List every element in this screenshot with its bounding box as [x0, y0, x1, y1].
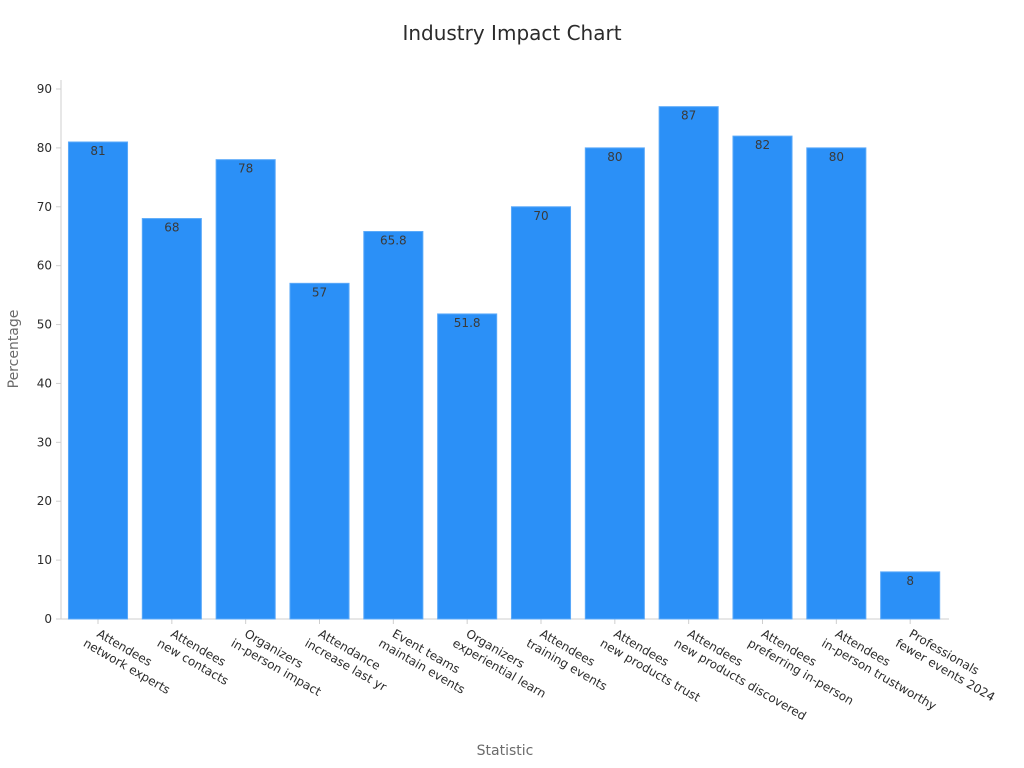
y-tick-label: 60 — [37, 259, 52, 273]
bar — [510, 206, 572, 620]
y-tick-label: 80 — [37, 141, 52, 155]
bar-value-label: 80 — [607, 150, 622, 164]
bar — [732, 135, 793, 620]
x-tick-label: Attendeesnew contacts — [155, 623, 239, 688]
bar — [437, 313, 498, 620]
y-tick-label: 40 — [37, 376, 52, 390]
y-tick-label: 70 — [37, 200, 52, 214]
bar-value-label: 87 — [681, 109, 696, 123]
bar — [806, 147, 867, 620]
bar-value-label: 81 — [90, 144, 105, 158]
y-axis: 0 10 20 30 40 50 60 70 80 90 — [37, 80, 62, 626]
bar-value-label: 57 — [312, 285, 327, 299]
x-tick-label: Event teamsmaintain events — [376, 623, 475, 697]
bar-value-label: 8 — [906, 574, 914, 588]
y-tick-label: 90 — [37, 82, 52, 96]
bar — [141, 218, 202, 620]
bar-value-label: 51.8 — [454, 316, 481, 330]
x-tick-label: Attendeesnetwork experts — [81, 623, 180, 697]
bar-value-label: 68 — [164, 221, 179, 235]
x-axis-label: Statistic — [477, 743, 534, 759]
y-axis-label: Percentage — [6, 310, 22, 389]
bar — [880, 571, 941, 620]
x-tick-label: Organizersin-person impact — [229, 623, 332, 699]
bar-value-label: 80 — [829, 150, 844, 164]
svg-text:Attendeesnew contacts: Attendeesnew contacts — [155, 623, 239, 688]
y-tick-label: 0 — [44, 612, 52, 626]
bar-value-label: 70 — [533, 209, 548, 223]
bar — [658, 106, 719, 620]
chart-title: Industry Impact Chart — [402, 21, 621, 45]
y-tick-label: 20 — [37, 494, 52, 508]
svg-text:Organizersin-person impact: Organizersin-person impact — [229, 623, 332, 699]
y-tick-label: 30 — [37, 435, 52, 449]
bar-value-label: 78 — [238, 162, 253, 176]
bar — [363, 231, 424, 620]
bar — [67, 141, 129, 620]
bar — [584, 147, 645, 620]
bar — [289, 282, 350, 620]
bar-value-label: 65.8 — [380, 234, 407, 248]
y-tick-label: 50 — [37, 318, 52, 332]
bar — [215, 159, 276, 620]
y-tick-label: 10 — [37, 553, 52, 567]
svg-text:Event teamsmaintain events: Event teamsmaintain events — [376, 623, 475, 697]
bars: 81 68 78 57 65.8 51.8 70 80 87 82 80 8 — [67, 106, 941, 620]
bar-value-label: 82 — [755, 138, 770, 152]
svg-text:Attendeesnetwork experts: Attendeesnetwork experts — [81, 623, 180, 697]
